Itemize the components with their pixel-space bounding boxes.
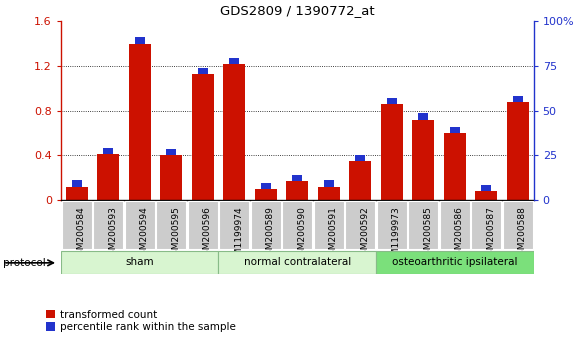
Bar: [444, 133, 466, 200]
Text: GSM200593: GSM200593: [108, 206, 117, 261]
FancyBboxPatch shape: [314, 201, 344, 249]
Text: GSM1199974: GSM1199974: [234, 206, 243, 267]
FancyBboxPatch shape: [251, 201, 281, 249]
Text: GSM200592: GSM200592: [360, 206, 369, 261]
FancyBboxPatch shape: [61, 201, 92, 249]
Legend: transformed count, percentile rank within the sample: transformed count, percentile rank withi…: [46, 310, 236, 332]
FancyBboxPatch shape: [408, 201, 438, 249]
Text: GSM200584: GSM200584: [77, 206, 86, 261]
Text: GSM200588: GSM200588: [518, 206, 527, 261]
FancyBboxPatch shape: [61, 251, 219, 274]
Bar: [349, 161, 371, 200]
Bar: [481, 185, 491, 191]
Bar: [255, 189, 277, 200]
Bar: [412, 120, 434, 200]
FancyBboxPatch shape: [376, 201, 407, 249]
FancyBboxPatch shape: [282, 201, 313, 249]
FancyBboxPatch shape: [345, 201, 375, 249]
Bar: [513, 96, 523, 102]
Bar: [475, 191, 498, 200]
Text: normal contralateral: normal contralateral: [244, 257, 351, 267]
Bar: [72, 181, 82, 187]
Bar: [450, 127, 460, 133]
Text: osteoarthritic ipsilateral: osteoarthritic ipsilateral: [392, 257, 517, 267]
FancyBboxPatch shape: [156, 201, 186, 249]
Text: GSM200596: GSM200596: [203, 206, 212, 261]
Bar: [66, 187, 88, 200]
Bar: [229, 58, 239, 64]
Bar: [418, 113, 428, 120]
FancyBboxPatch shape: [187, 201, 218, 249]
Text: GSM200591: GSM200591: [329, 206, 338, 261]
FancyBboxPatch shape: [125, 201, 155, 249]
FancyBboxPatch shape: [440, 201, 470, 249]
Bar: [198, 68, 208, 74]
Bar: [318, 187, 340, 200]
Bar: [97, 154, 119, 200]
Text: GSM200589: GSM200589: [266, 206, 275, 261]
Bar: [292, 175, 302, 181]
Bar: [191, 74, 214, 200]
Text: GSM1199973: GSM1199973: [392, 206, 401, 267]
Text: GSM200586: GSM200586: [455, 206, 464, 261]
Bar: [135, 38, 144, 44]
Text: protocol: protocol: [3, 258, 46, 268]
FancyBboxPatch shape: [93, 201, 124, 249]
Bar: [160, 155, 182, 200]
FancyBboxPatch shape: [376, 251, 534, 274]
FancyBboxPatch shape: [219, 251, 376, 274]
Text: GSM200585: GSM200585: [423, 206, 432, 261]
Bar: [286, 181, 309, 200]
Text: sham: sham: [125, 257, 154, 267]
Bar: [380, 104, 403, 200]
Bar: [356, 155, 365, 161]
Bar: [223, 64, 245, 200]
FancyBboxPatch shape: [471, 201, 502, 249]
Bar: [129, 44, 151, 200]
Bar: [166, 149, 176, 155]
Bar: [507, 102, 529, 200]
Bar: [324, 181, 334, 187]
FancyBboxPatch shape: [219, 201, 249, 249]
Text: GSM200594: GSM200594: [140, 206, 148, 261]
Title: GDS2809 / 1390772_at: GDS2809 / 1390772_at: [220, 4, 375, 17]
Text: GSM200590: GSM200590: [297, 206, 306, 261]
Bar: [261, 183, 271, 189]
Bar: [387, 98, 397, 104]
Text: GSM200595: GSM200595: [171, 206, 180, 261]
Text: GSM200587: GSM200587: [486, 206, 495, 261]
Bar: [103, 148, 113, 154]
FancyBboxPatch shape: [503, 201, 533, 249]
